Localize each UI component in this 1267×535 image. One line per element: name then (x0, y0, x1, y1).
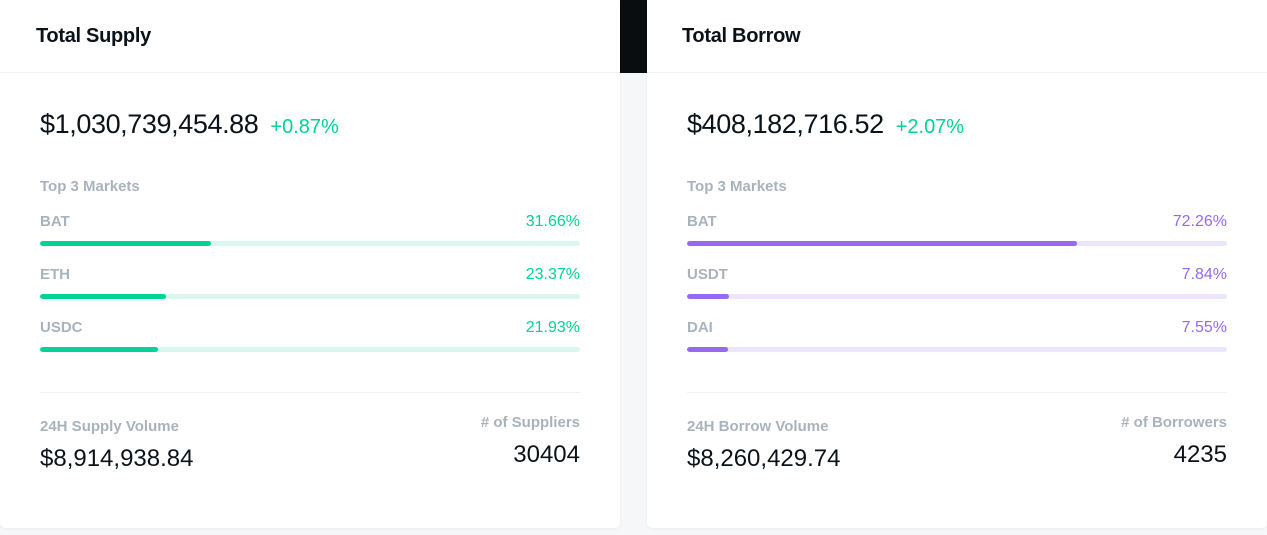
market-name: USDC (40, 319, 83, 336)
market-progress-fill (687, 347, 728, 352)
market-progress-fill (687, 294, 730, 299)
market-name: BAT (687, 213, 717, 230)
market-name: DAI (687, 319, 713, 336)
card-body: $408,182,716.52 +2.07% Top 3 Markets BAT… (647, 109, 1267, 473)
market-percent: 23.37% (525, 266, 580, 283)
market-item[interactable]: DAI 7.55% (687, 319, 1227, 352)
volume-label: 24H Supply Volume (40, 418, 179, 435)
market-progress-track (687, 241, 1227, 246)
market-item[interactable]: USDC 21.93% (40, 319, 580, 352)
market-progress-fill (40, 241, 211, 246)
total-borrow-value: $408,182,716.52 (687, 109, 884, 139)
market-item[interactable]: ETH 23.37% (40, 266, 580, 299)
market-percent: 21.93% (525, 319, 580, 336)
divider (40, 392, 580, 393)
card-header: Total Borrow (647, 0, 1267, 73)
market-percent: 7.84% (1181, 266, 1227, 283)
market-percent: 7.55% (1181, 319, 1227, 336)
total-row: $1,030,739,454.88 +0.87% (40, 109, 580, 140)
count-value: 30404 (513, 441, 580, 468)
total-supply-change: +0.87% (270, 116, 339, 138)
market-name: ETH (40, 266, 70, 283)
header-strip (620, 0, 647, 73)
divider (687, 392, 1227, 393)
count-value: 4235 (1173, 441, 1227, 468)
market-progress-fill (687, 241, 1078, 246)
count-stat: # of Suppliers 30404 (481, 414, 580, 473)
volume-value: $8,914,938.84 (40, 445, 194, 472)
volume-stat: 24H Borrow Volume $8,260,429.74 (687, 418, 840, 473)
volume-label: 24H Borrow Volume (687, 418, 829, 435)
count-label: # of Suppliers (480, 414, 580, 431)
market-progress-fill (40, 294, 167, 299)
total-borrow-change: +2.07% (895, 116, 965, 138)
card-footer: 24H Borrow Volume $8,260,429.74 # of Bor… (687, 414, 1227, 473)
market-item[interactable]: USDT 7.84% (687, 266, 1227, 299)
total-supply-value: $1,030,739,454.88 (40, 109, 259, 139)
market-progress-track (687, 294, 1227, 299)
count-stat: # of Borrowers 4235 (1121, 414, 1227, 473)
total-row: $408,182,716.52 +2.07% (687, 109, 1227, 140)
market-name: BAT (40, 213, 70, 230)
card-header: Total Supply (0, 0, 620, 73)
market-progress-track (40, 241, 580, 246)
market-percent: 31.66% (525, 213, 580, 230)
market-percent: 72.26% (1172, 213, 1227, 230)
market-progress-track (40, 294, 580, 299)
card-title: Total Borrow (682, 24, 801, 47)
card-body: $1,030,739,454.88 +0.87% Top 3 Markets B… (0, 109, 620, 473)
market-progress-fill (40, 347, 159, 352)
market-item[interactable]: BAT 31.66% (40, 213, 580, 246)
total-supply-card: Total Supply $1,030,739,454.88 +0.87% To… (0, 0, 620, 528)
market-progress-track (687, 347, 1227, 352)
market-item[interactable]: BAT 72.26% (687, 213, 1227, 246)
card-footer: 24H Supply Volume $8,914,938.84 # of Sup… (40, 414, 580, 473)
market-name: USDT (687, 266, 728, 283)
count-label: # of Borrowers (1121, 414, 1227, 431)
card-title: Total Supply (36, 24, 151, 47)
volume-value: $8,260,429.74 (687, 445, 841, 472)
total-borrow-card: Total Borrow $408,182,716.52 +2.07% Top … (647, 0, 1267, 528)
market-progress-track (40, 347, 580, 352)
top-markets-label: Top 3 Markets (40, 178, 140, 195)
top-markets-label: Top 3 Markets (687, 178, 787, 195)
volume-stat: 24H Supply Volume $8,914,938.84 (40, 418, 193, 473)
